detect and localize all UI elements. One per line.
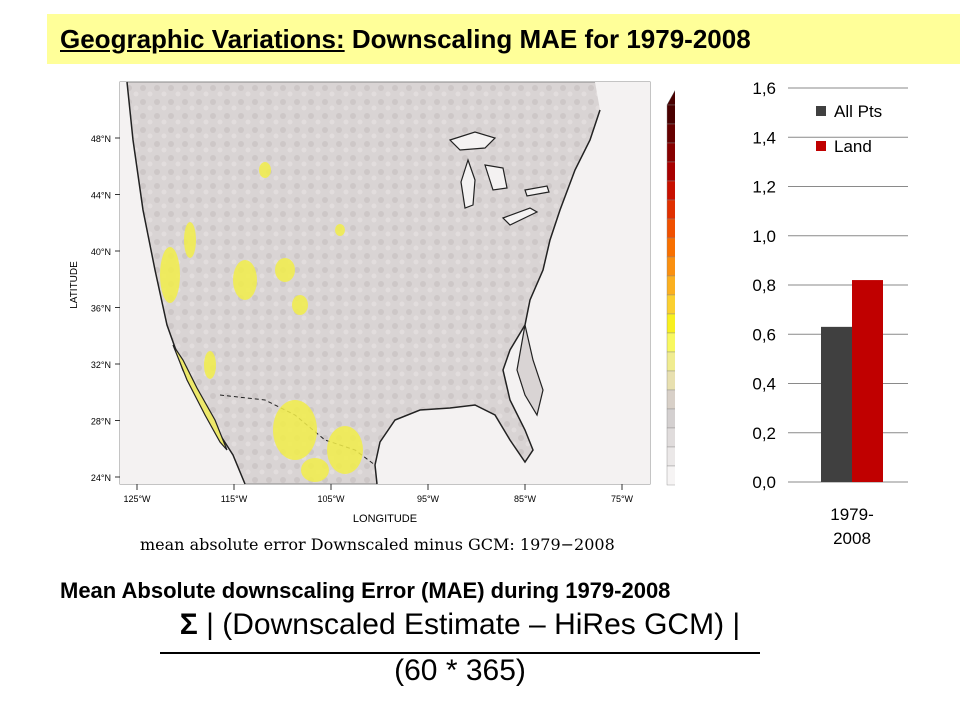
lon-tick-label: 125°W	[123, 494, 151, 504]
map-caption: mean absolute error Downscaled minus GCM…	[140, 535, 615, 554]
bar-y-tick: 0,2	[752, 424, 776, 443]
lon-tick-label: 85°W	[514, 494, 537, 504]
colorbar-swatch	[666, 199, 675, 220]
title-banner	[47, 14, 960, 64]
colorbar-arrow	[666, 90, 675, 106]
pacific-ocean	[120, 82, 245, 484]
legend-swatch	[816, 141, 826, 151]
map-xlabel: LONGITUDE	[353, 513, 417, 525]
formula-denominator: (60 * 365)	[394, 654, 526, 687]
lat-tick-label: 48°N	[91, 134, 111, 144]
bar-x-tick: 2008	[833, 529, 871, 548]
colorbar-swatch	[666, 427, 675, 448]
bar-x-tick-labels: 1979- 2008	[830, 505, 873, 548]
colorbar	[666, 90, 675, 486]
lake-ontario	[524, 185, 550, 197]
colorbar-swatch	[666, 237, 675, 258]
lon-tick-label: 115°W	[221, 494, 248, 504]
colorbar-swatch	[666, 294, 675, 315]
lake-michigan	[460, 158, 476, 209]
high-error-patches	[160, 162, 363, 482]
bar-land	[852, 280, 883, 482]
longitude-ticks: 125°W 115°W 105°W 95°W 85°W 75°W	[123, 484, 634, 504]
mae-caption: Mean Absolute downscaling Error (MAE) du…	[60, 578, 671, 603]
bar-marks	[821, 280, 883, 482]
lon-tick-label: 105°W	[317, 494, 345, 504]
colorbar-swatch	[666, 180, 675, 201]
lake-erie	[501, 207, 539, 226]
lon-tick-label: 75°W	[611, 494, 634, 504]
colorbar-swatch	[666, 370, 675, 391]
baja-peninsula	[172, 344, 228, 451]
colorbar-swatch	[666, 104, 675, 125]
colorbar-swatch	[666, 218, 675, 239]
latitude-ticks: 48°N 44°N 40°N 36°N 32°N 28°N 24°N	[91, 134, 120, 483]
bar-y-tick: 1,4	[752, 128, 776, 147]
colorbar-swatch	[666, 465, 675, 486]
bar-y-tick: 0,6	[752, 325, 776, 344]
bar-y-tick: 1,0	[752, 227, 776, 246]
colorbar-swatch	[666, 351, 675, 372]
slide-title: Geographic Variations: Downscaling MAE f…	[60, 24, 751, 55]
bar-x-tick: 1979-	[830, 505, 873, 524]
lat-tick-label: 32°N	[91, 360, 111, 370]
atlantic-ocean	[375, 82, 650, 484]
colorbar-swatch	[666, 408, 675, 429]
colorbar-swatch	[666, 313, 675, 334]
colorbar-swatch	[666, 389, 675, 410]
title-label: Geographic Variations:	[60, 24, 345, 54]
lat-tick-label: 44°N	[91, 191, 111, 201]
colorbar-swatch	[666, 161, 675, 182]
mae-map: 48°N44°N40°N36°N32°N28°N24°N 125°W 115°W 1…	[69, 81, 675, 554]
bar-y-tick: 0,0	[752, 473, 776, 492]
lake-superior	[448, 131, 497, 151]
legend-label: All Pts	[834, 102, 882, 121]
lat-tick-label: 40°N	[91, 247, 111, 257]
bar-y-tick-labels: 0,0 0,2 0,4 0,6 0,8 1,0 1,2 1,4 1,6	[752, 79, 776, 492]
colorbar-swatch	[666, 142, 675, 163]
bar-y-tick: 1,6	[752, 79, 776, 98]
lat-tick-label: 36°N	[91, 304, 111, 314]
east-coast	[374, 109, 601, 485]
lon-tick-label: 95°W	[417, 494, 440, 504]
map-ylabel: LATITUDE	[69, 261, 80, 309]
legend-label: Land	[834, 137, 872, 156]
mae-bar-chart: 0,0 0,2 0,4 0,6 0,8 1,0 1,2 1,4 1,6 1979- 2008 Al…	[752, 79, 908, 548]
colorbar-swatch	[666, 332, 675, 353]
formula-numerator-text: | (Downscaled Estimate – HiRes GCM) |	[206, 608, 741, 641]
florida	[516, 324, 544, 417]
colorbar-swatch	[666, 275, 675, 296]
bar-legend: All Pts Land	[816, 102, 882, 156]
bar-y-tick: 0,8	[752, 276, 776, 295]
legend-swatch	[816, 106, 826, 116]
bar-y-tick: 0,4	[752, 375, 776, 394]
sigma-symbol: Σ	[179, 608, 198, 641]
lat-tick-label: 28°N	[91, 417, 111, 427]
colorbar-swatch	[666, 256, 675, 277]
colorbar-swatch	[666, 446, 675, 467]
lake-huron	[484, 164, 508, 191]
bar-all-pts	[821, 326, 852, 482]
bar-y-tick: 1,2	[752, 178, 776, 197]
colorbar-swatch	[666, 123, 675, 144]
formula-numerator: Σ | (Downscaled Estimate – HiRes GCM) |	[160, 608, 760, 654]
title-main: Downscaling MAE for 1979-2008	[351, 24, 751, 54]
lat-tick-label: 24°N	[91, 473, 111, 483]
